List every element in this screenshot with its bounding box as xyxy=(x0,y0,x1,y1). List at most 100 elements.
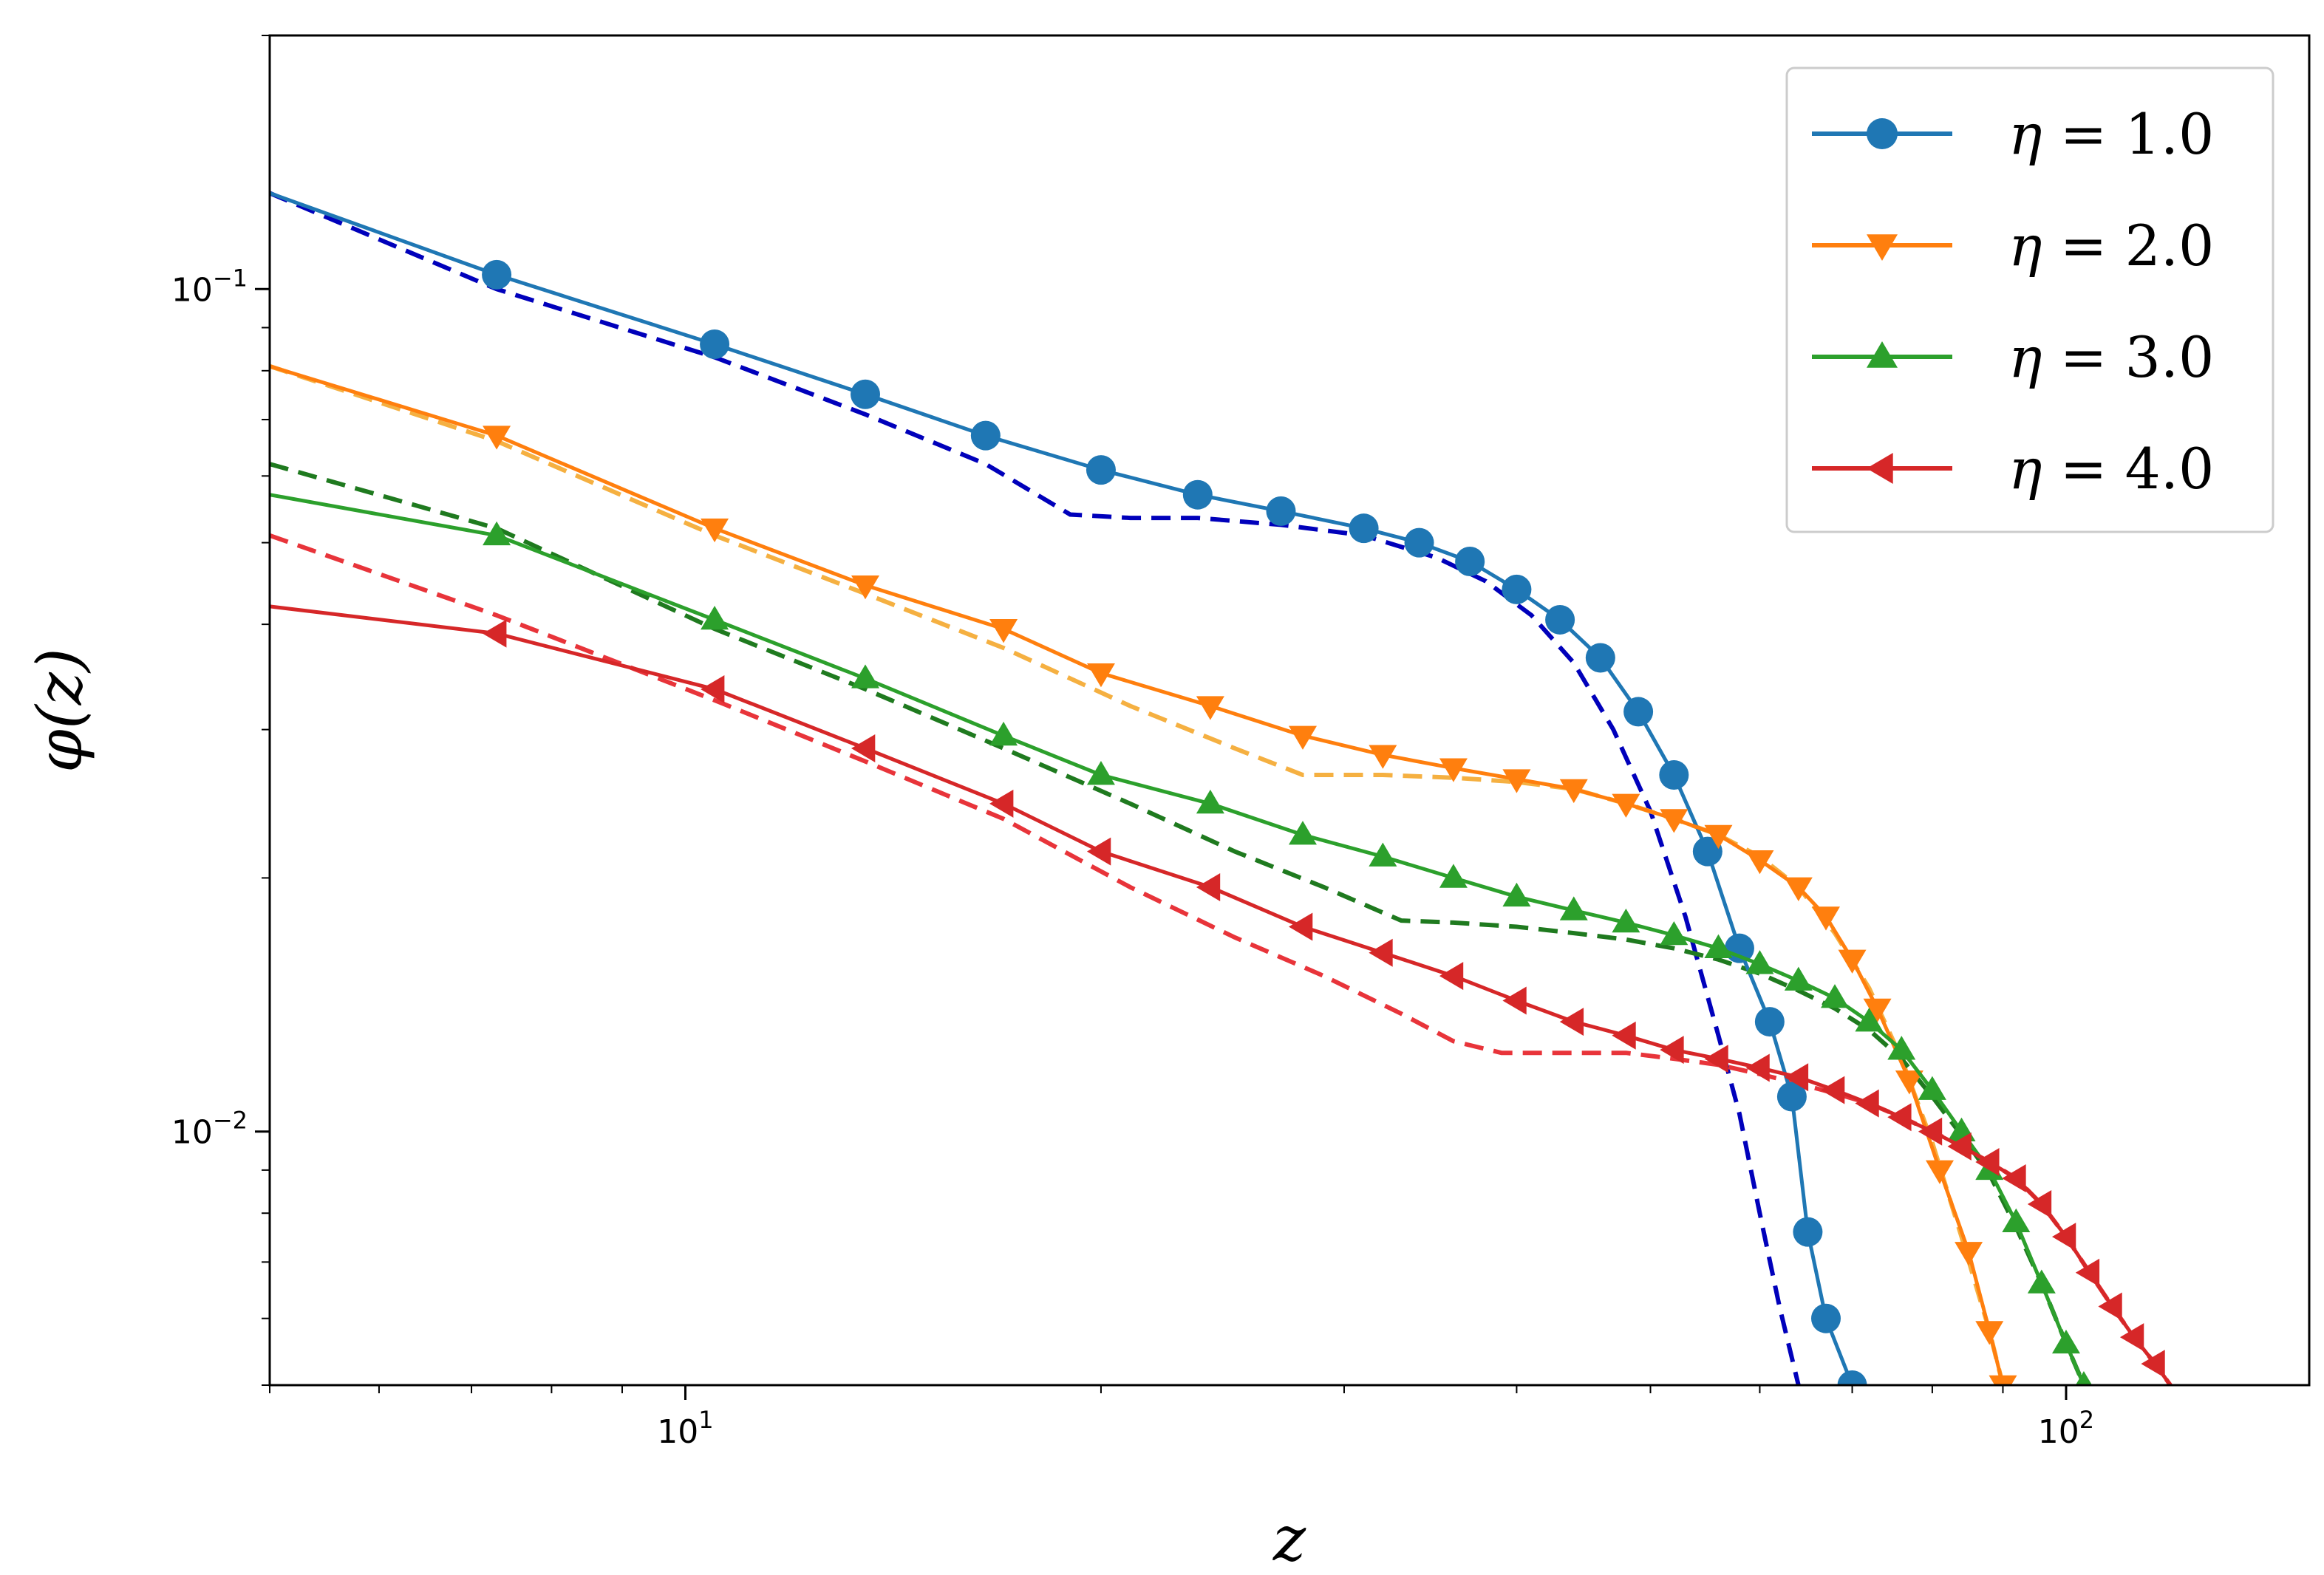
data-point xyxy=(1349,513,1379,544)
data-point xyxy=(1559,896,1588,920)
data-point xyxy=(1369,745,1397,769)
data-point xyxy=(701,605,729,630)
series-4 xyxy=(270,604,2173,1385)
data-point xyxy=(989,789,1014,818)
legend-marker xyxy=(1867,234,1898,261)
legend-item: η = 3.0 xyxy=(1812,324,2214,390)
data-point xyxy=(1784,1063,1809,1092)
data-point xyxy=(1989,1375,2017,1385)
data-point xyxy=(1559,1008,1584,1036)
plot-clipped-group xyxy=(270,191,2173,1385)
data-point xyxy=(1975,1148,2000,1176)
data-point xyxy=(2098,1292,2122,1321)
data-point xyxy=(1439,758,1468,782)
data-point xyxy=(1585,643,1615,673)
data-point xyxy=(1404,527,1434,558)
data-point xyxy=(483,521,511,546)
data-point xyxy=(1838,949,1867,974)
legend-label: η = 1.0 xyxy=(2008,101,2214,167)
x-tick-label: 101 xyxy=(657,1406,713,1451)
data-point xyxy=(1439,962,1464,991)
data-point xyxy=(1895,1070,1923,1095)
data-point xyxy=(1502,769,1531,793)
data-point xyxy=(1612,1021,1636,1050)
data-point xyxy=(2027,1189,2052,1218)
data-point xyxy=(1266,496,1296,526)
data-point xyxy=(1660,1036,1684,1065)
data-point xyxy=(2075,1371,2093,1385)
series-1 xyxy=(270,191,1867,1385)
data-point xyxy=(1745,950,1774,974)
data-point xyxy=(1704,934,1733,958)
data-point xyxy=(1086,455,1116,485)
data-point xyxy=(1545,604,1575,635)
legend-box xyxy=(1785,66,2274,533)
data-point xyxy=(2027,1269,2056,1294)
data-point xyxy=(1502,986,1527,1015)
legend-marker xyxy=(1867,453,1893,484)
data-point xyxy=(1659,760,1689,790)
data-point xyxy=(1369,842,1397,867)
data-point xyxy=(1455,546,1485,576)
data-point xyxy=(1863,998,1892,1023)
data-point xyxy=(1623,697,1654,727)
data-point xyxy=(1369,938,1393,967)
data-point xyxy=(1855,1089,1879,1118)
legend-item: η = 1.0 xyxy=(1812,101,2214,167)
data-point xyxy=(851,734,876,762)
data-point xyxy=(1837,1370,1867,1385)
data-point xyxy=(1745,1053,1770,1082)
data-point xyxy=(1745,850,1774,875)
data-point xyxy=(1182,479,1213,510)
data-point xyxy=(1925,1160,1954,1184)
data-point xyxy=(483,619,507,648)
data-point xyxy=(2002,1208,2031,1233)
data-point xyxy=(1612,908,1640,933)
reference-curve-3 xyxy=(270,462,2086,1385)
axis-ticks: 101 102 10−1 10−2 xyxy=(171,35,2094,1451)
legend-item: η = 2.0 xyxy=(1812,213,2214,279)
axes-frame xyxy=(268,34,2311,1387)
data-point xyxy=(1086,663,1115,688)
data-point xyxy=(2075,1258,2100,1287)
data-point xyxy=(482,259,512,290)
data-point xyxy=(1887,1036,1916,1060)
data-point xyxy=(1704,824,1733,850)
data-point xyxy=(2051,1329,2080,1354)
plot-area xyxy=(270,191,2173,1385)
legend-marker xyxy=(1867,118,1898,149)
legend-label: η = 4.0 xyxy=(2008,436,2214,502)
data-point xyxy=(1559,779,1588,804)
data-point xyxy=(970,420,1001,451)
data-point xyxy=(701,518,729,543)
legend: η = 1.0 η = 2.0 η = 3.0 η = 4.0 xyxy=(1785,66,2274,533)
data-point xyxy=(1288,912,1313,941)
data-point xyxy=(1955,1242,1983,1266)
data-point xyxy=(1754,1007,1785,1037)
data-point xyxy=(1288,725,1317,750)
data-point xyxy=(1502,882,1531,907)
x-axis-label: z xyxy=(1272,1503,1306,1575)
y-tick-label: 10−2 xyxy=(171,1107,248,1152)
data-point xyxy=(1704,1045,1728,1073)
data-point xyxy=(989,619,1018,643)
data-point xyxy=(989,721,1018,746)
data-point xyxy=(2141,1350,2165,1378)
data-point xyxy=(1855,1008,1884,1032)
data-point xyxy=(1784,966,1813,991)
data-point xyxy=(1918,1117,1943,1146)
data-point xyxy=(2051,1223,2076,1251)
legend-marker xyxy=(1867,341,1898,368)
data-point xyxy=(1086,761,1115,785)
data-point xyxy=(483,426,511,450)
data-point xyxy=(1793,1217,1823,1247)
series-2 xyxy=(270,364,2017,1385)
data-point xyxy=(2119,1323,2144,1352)
data-point xyxy=(1086,837,1111,866)
data-point xyxy=(1196,696,1224,720)
data-point xyxy=(1918,1076,1946,1100)
data-point xyxy=(1612,793,1640,818)
data-point xyxy=(1196,872,1221,901)
data-point xyxy=(1810,1303,1841,1333)
data-point xyxy=(851,664,880,689)
